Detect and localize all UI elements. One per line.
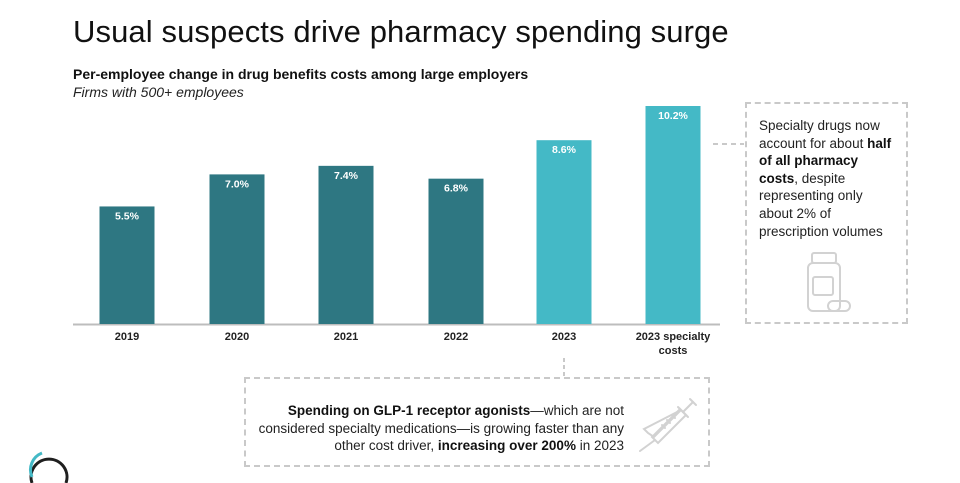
bar — [536, 140, 592, 324]
bar-data-label: 6.8% — [444, 183, 469, 195]
x-tick-label: 2021 — [334, 331, 358, 343]
bar-data-label: 10.2% — [658, 110, 688, 122]
specialty-callout-pre: Specialty drugs now account for about — [759, 118, 880, 151]
glp1-callout-end: in 2023 — [575, 438, 624, 453]
bar — [318, 165, 374, 324]
chart-subtitle: Per-employee change in drug benefits cos… — [73, 66, 529, 82]
bar — [428, 178, 484, 324]
bar — [645, 106, 701, 324]
x-tick-label: 2020 — [225, 331, 249, 343]
bar-data-label: 7.0% — [225, 178, 250, 190]
pill-bottle-icon — [807, 252, 851, 312]
x-tick-label: 2023 — [552, 331, 576, 343]
glp1-callout-middle: —which are not considered specialty medi… — [258, 403, 624, 453]
glp1-callout-text: Spending on GLP-1 receptor agonists—whic… — [244, 402, 624, 455]
bar-data-label: 5.5% — [115, 210, 140, 222]
x-tick-label: 2023 specialty costs — [636, 331, 711, 357]
x-tick-label: 2019 — [115, 331, 139, 343]
glp1-callout-bold-lead: Spending on GLP-1 receptor agonists — [287, 403, 531, 418]
glp1-callout-bold-stat: increasing over 200% — [437, 438, 576, 453]
specialty-callout-post: , despite representing only about 2% of … — [759, 170, 883, 239]
glp1-callout: Spending on GLP-1 receptor agonists—whic… — [244, 377, 710, 467]
specialty-callout-bold: half of all pharmacy costs — [759, 135, 892, 186]
brand-logo-icon — [29, 451, 69, 483]
chart-subnote: Firms with 500+ employees — [73, 84, 244, 100]
bar-data-label: 7.4% — [334, 170, 359, 182]
specialty-callout-text: Specialty drugs now account for about ha… — [759, 117, 899, 240]
x-tick-label: 2022 — [444, 331, 468, 343]
bar-data-label: 8.6% — [552, 144, 577, 156]
chart-title: Usual suspects drive pharmacy spending s… — [73, 14, 729, 49]
specialty-callout: Specialty drugs now account for about ha… — [745, 102, 908, 324]
syringe-icon — [639, 398, 697, 452]
bar — [209, 174, 265, 324]
bar — [99, 206, 155, 324]
